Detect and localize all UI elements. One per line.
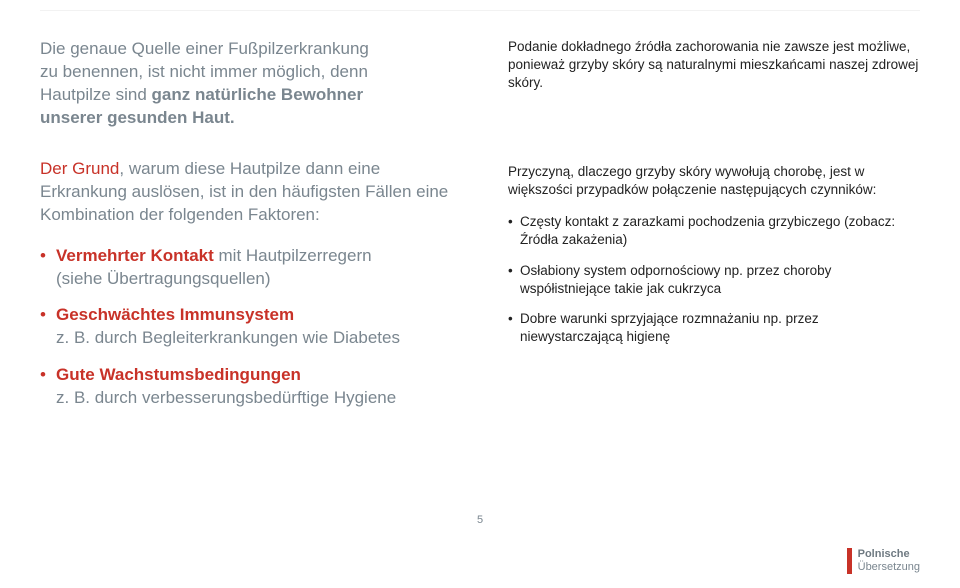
bullet-3-sub: z. B. durch verbesserungsbedürftige Hygi… <box>56 387 452 410</box>
top-divider <box>40 10 920 11</box>
bullet-1-lead: Vermehrter Kontakt <box>56 246 214 265</box>
page-root: Die genaue Quelle einer Fußpilzerkrankun… <box>0 0 960 588</box>
polish-intro-paragraph: Podanie dokładnego źródła zachorowania n… <box>508 38 920 93</box>
two-column-layout: Die genaue Quelle einer Fußpilzerkrankun… <box>40 38 920 424</box>
german-bullet-3: Gute Wachstumsbedingungen z. B. durch ve… <box>40 364 452 410</box>
german-bullet-1: Vermehrter Kontakt mit Hautpilzerregern … <box>40 245 452 291</box>
german-intro-paragraph: Die genaue Quelle einer Fußpilzerkrankun… <box>40 38 452 130</box>
bullet-1-sub: (siehe Übertragungsquellen) <box>56 268 452 291</box>
reason-accent-word: Der Grund <box>40 159 119 178</box>
german-bullet-2: Geschwächtes Immunsystem z. B. durch Beg… <box>40 304 452 350</box>
bullet-1-tail: mit Hautpilzerregern <box>214 246 372 265</box>
left-column-german: Die genaue Quelle einer Fußpilzerkrankun… <box>40 38 452 424</box>
polish-reason-paragraph: Przyczyną, dlaczego grzyby skóry wywołuj… <box>508 163 920 199</box>
footer-line-2: Übersetzung <box>858 561 920 574</box>
right-column-polish: Podanie dokładnego źródła zachorowania n… <box>508 38 920 424</box>
intro-line-3b-bold: ganz natürliche Bewohner <box>152 85 364 104</box>
polish-bullet-1: Częsty kontakt z zarazkami pochodzenia g… <box>508 213 920 249</box>
footer-accent-bar <box>847 548 852 574</box>
footer-text-block: Polnische Übersetzung <box>858 548 920 574</box>
polish-bullet-3: Dobre warunki sprzyjające rozmnażaniu np… <box>508 310 920 346</box>
bullet-2-sub: z. B. durch Begleiterkrankungen wie Diab… <box>56 327 452 350</box>
german-reason-paragraph: Der Grund, warum diese Hautpilze dann ei… <box>40 158 452 227</box>
intro-line-2: zu benennen, ist nicht immer möglich, de… <box>40 62 368 81</box>
page-number: 5 <box>477 514 483 526</box>
intro-line-3a: Hautpilze sind <box>40 85 152 104</box>
intro-line-1: Die genaue Quelle einer Fußpilzerkrankun… <box>40 39 369 58</box>
footer-translation-badge: Polnische Übersetzung <box>847 548 920 574</box>
german-bullet-list: Vermehrter Kontakt mit Hautpilzerregern … <box>40 245 452 411</box>
polish-bullet-list: Częsty kontakt z zarazkami pochodzenia g… <box>508 213 920 346</box>
polish-bullet-2: Osłabiony system odpornościowy np. przez… <box>508 262 920 298</box>
intro-line-4-bold: unserer gesunden Haut. <box>40 108 235 127</box>
bullet-2-lead: Geschwächtes Immunsystem <box>56 305 294 324</box>
footer-line-1: Polnische <box>858 548 920 561</box>
bullet-3-lead: Gute Wachstumsbedingungen <box>56 365 301 384</box>
